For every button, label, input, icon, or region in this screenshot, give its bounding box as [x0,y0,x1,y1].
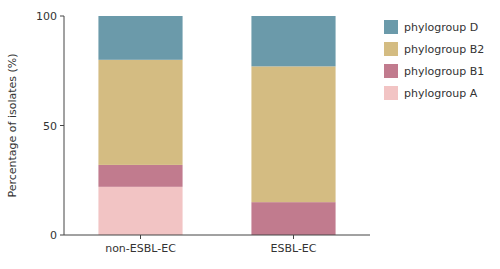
chart-container: 0 50 100 non-ESBL-EC ESBL-EC Percentage of is… [0,0,500,269]
x-axis-line [64,235,370,236]
bar-segment [98,165,182,187]
y-tick-label: 50 [43,120,57,133]
legend-swatch [384,86,398,100]
x-tick-label: non-ESBL-EC [105,242,176,255]
bar-segment [251,16,335,66]
bars [98,16,335,235]
y-tick [60,16,64,17]
y-tick [60,235,64,236]
x-tick-label: ESBL-EC [270,242,316,255]
x-tick [293,235,294,239]
legend-label: phylogroup B2 [404,43,484,56]
y-axis-label: Percentage of isolates (%) [6,53,19,197]
chart-svg: 0 50 100 non-ESBL-EC ESBL-EC Percentage of is… [0,0,500,269]
y-tick-label: 100 [36,10,57,23]
legend: phylogroup D phylogroup B2 phylogroup B1 ph… [384,20,484,100]
legend-label: phylogroup D [404,21,478,34]
bar-segment [98,16,182,60]
legend-swatch [384,20,398,34]
bar-segment [251,66,335,202]
bar-segment [251,202,335,235]
legend-swatch [384,64,398,78]
y-tick-label: 0 [50,229,57,242]
bar-segment [98,187,182,235]
legend-swatch [384,42,398,56]
y-tick [60,125,64,126]
legend-label: phylogroup B1 [404,65,484,78]
x-tick [140,235,141,239]
bar-segment [98,60,182,165]
legend-label: phylogroup A [404,87,478,100]
